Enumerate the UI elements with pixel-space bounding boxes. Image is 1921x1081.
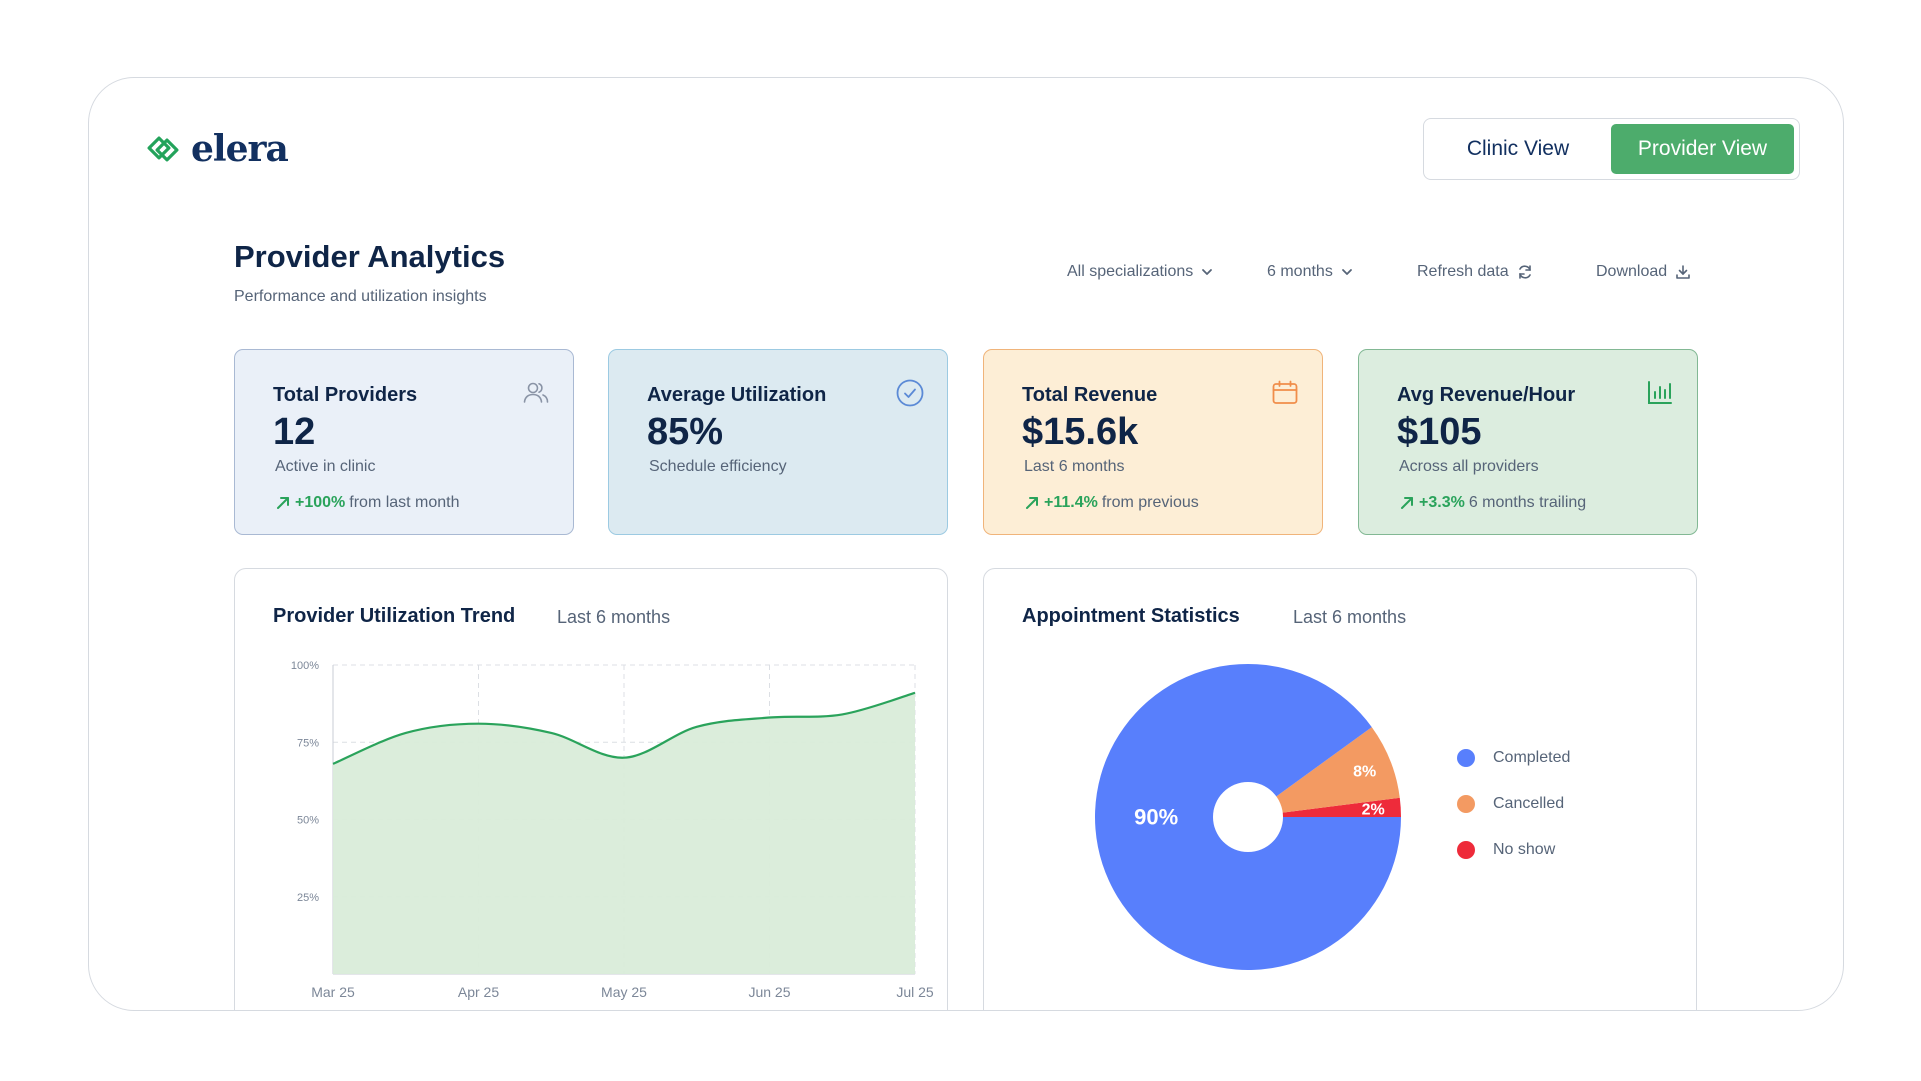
refresh-icon — [1518, 265, 1531, 279]
kpi-trend-percent: +3.3% — [1419, 494, 1465, 511]
specialization-dropdown[interactable]: All specializations — [1067, 263, 1214, 281]
utilization-area-fill — [333, 692, 915, 974]
kpi-title: Total Providers — [273, 384, 418, 406]
kpi-card-average-utilization: Average Utilization 85% Schedule efficie… — [608, 349, 948, 535]
kpi-card-avg-revenue-hour: Avg Revenue/Hour $105 Across all provide… — [1358, 349, 1698, 535]
view-toggle: Clinic View Provider View — [1423, 118, 1800, 180]
kpi-trend-text: from last month — [349, 494, 460, 511]
appointment-pie-chart: 2% 8% 90% — [1095, 664, 1401, 970]
trend-up-icon — [1026, 497, 1038, 509]
app-frame: elera Clinic View Provider View Provider… — [88, 77, 1844, 1011]
period-label: 6 months — [1267, 263, 1333, 280]
chevron-down-icon — [1341, 269, 1352, 275]
x-tick-label: Apr 25 — [458, 984, 499, 1000]
calendar-icon — [1272, 380, 1298, 404]
trend-up-icon — [1401, 497, 1413, 509]
kpi-title: Avg Revenue/Hour — [1397, 384, 1576, 406]
x-tick-label: May 25 — [601, 984, 647, 1000]
legend-label: No show — [1493, 841, 1556, 858]
kpi-trend-text: from previous — [1101, 494, 1199, 511]
refresh-data-button[interactable]: Refresh data — [1417, 263, 1534, 281]
y-tick-label: 50% — [297, 815, 319, 827]
legend-item-completed: Completed — [1457, 735, 1570, 781]
provider-view-button[interactable]: Provider View — [1611, 124, 1794, 174]
kpi-value: $105 — [1397, 411, 1482, 453]
kpi-value: 12 — [273, 411, 316, 453]
kpi-subtitle: Last 6 months — [1024, 458, 1125, 475]
legend-swatch — [1457, 749, 1475, 767]
pie-slice-cancelled[interactable] — [1248, 727, 1400, 817]
page-title: Provider Analytics — [234, 239, 506, 274]
utilization-trend-panel: Provider Utilization Trend Last 6 months… — [234, 568, 948, 1010]
period-dropdown[interactable]: 6 months — [1267, 263, 1354, 281]
download-icon — [1676, 265, 1690, 279]
download-button[interactable]: Download — [1596, 263, 1692, 281]
panel-period: Last 6 months — [1293, 607, 1407, 627]
legend-label: Completed — [1493, 749, 1571, 766]
kpi-value: $15.6k — [1022, 411, 1139, 453]
legend-item-cancelled: Cancelled — [1457, 781, 1570, 827]
kpi-title: Total Revenue — [1022, 384, 1158, 406]
legend-swatch — [1457, 795, 1475, 813]
users-icon — [523, 382, 549, 403]
bar-chart-icon — [1648, 381, 1672, 404]
download-label: Download — [1596, 263, 1668, 280]
kpi-trend: +11.4% from previous — [1024, 494, 1199, 512]
kpi-trend-text: 6 months trailing — [1468, 494, 1587, 511]
x-tick-label: Jun 25 — [748, 984, 790, 1000]
pie-label-cancelled: 8% — [1353, 763, 1376, 780]
utilization-area-chart: 100% 75% 50% 25% Mar 25 Apr 25 May 25 Jun 25 Jul… — [291, 660, 934, 1000]
specialization-label: All specializations — [1067, 263, 1194, 280]
kpi-trend: +3.3% 6 months trailing — [1399, 494, 1586, 512]
legend-item-no-show: No show — [1457, 827, 1570, 873]
panel-title: Provider Utilization Trend — [273, 605, 516, 627]
y-tick-label: 25% — [297, 892, 319, 904]
brand-logo[interactable]: elera — [145, 128, 289, 170]
kpi-subtitle: Schedule efficiency — [649, 458, 787, 475]
panel-title: Appointment Statistics — [1022, 605, 1240, 627]
brand-name: elera — [191, 128, 289, 170]
pie-slice-no-show[interactable] — [1248, 797, 1401, 817]
legend-swatch — [1457, 841, 1475, 859]
utilization-line — [332, 691, 916, 765]
kpi-card-total-revenue: Total Revenue $15.6k Last 6 months +11.4… — [983, 349, 1323, 535]
refresh-label: Refresh data — [1417, 263, 1509, 280]
pie-label-no-show: 2% — [1362, 802, 1385, 819]
chevron-down-icon — [1202, 269, 1213, 275]
x-tick-label: Jul 25 — [896, 984, 934, 1000]
kpi-card-total-providers: Total Providers 12 Active in clinic +100… — [234, 349, 574, 535]
appointment-statistics-panel: Appointment Statistics Last 6 months 2% 8… — [983, 568, 1697, 1010]
kpi-title: Average Utilization — [647, 384, 827, 406]
check-circle-icon — [896, 379, 924, 407]
y-tick-label: 100% — [291, 660, 319, 672]
page-subtitle: Performance and utilization insights — [234, 288, 487, 305]
kpi-trend: +100% from last month — [275, 494, 460, 512]
kpi-value: 85% — [647, 411, 724, 453]
kpi-trend-percent: +100% — [295, 494, 346, 511]
kpi-subtitle: Active in clinic — [275, 458, 376, 475]
x-tick-label: Mar 25 — [311, 984, 355, 1000]
kpi-trend-percent: +11.4% — [1044, 494, 1098, 511]
elera-logo-icon — [147, 136, 179, 162]
trend-up-icon — [277, 497, 289, 509]
pie-center-hole — [1213, 782, 1283, 852]
pie-legend: Completed Cancelled No show — [1457, 735, 1570, 873]
panel-period: Last 6 months — [557, 607, 671, 627]
clinic-view-button[interactable]: Clinic View — [1466, 137, 1570, 160]
pie-label-completed: 90% — [1134, 805, 1178, 830]
y-tick-label: 75% — [297, 737, 319, 749]
legend-label: Cancelled — [1493, 795, 1565, 812]
kpi-subtitle: Across all providers — [1399, 458, 1539, 475]
